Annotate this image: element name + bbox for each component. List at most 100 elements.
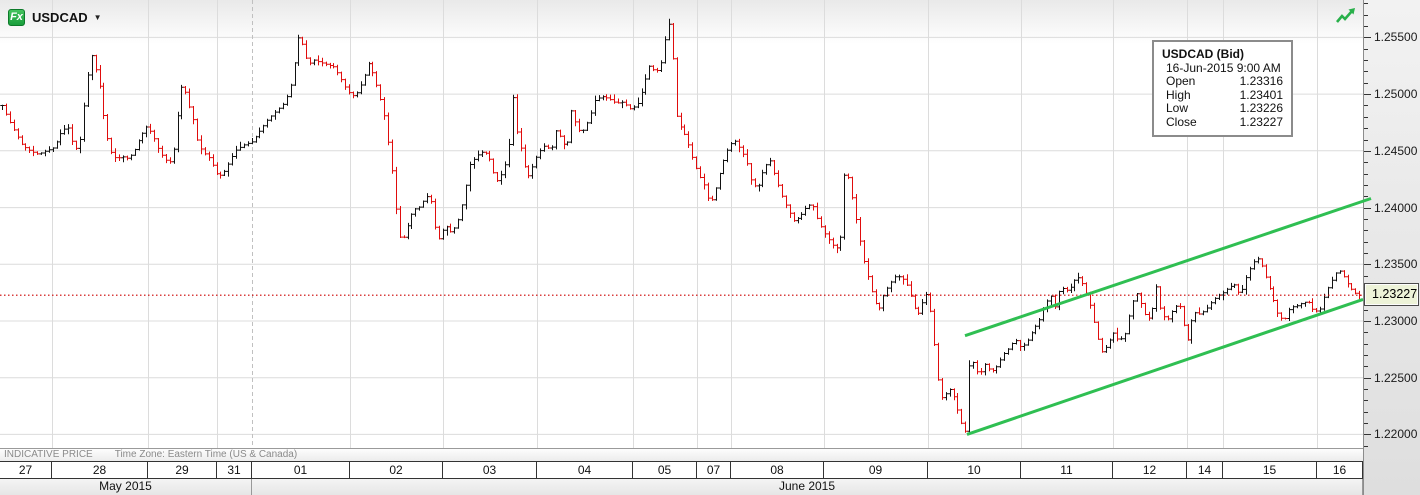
trend-channel-upper-line[interactable] (964, 197, 1372, 338)
price-axis-tick (1364, 446, 1368, 447)
trend-channel-lower-line[interactable] (966, 297, 1364, 436)
price-axis-tick (1364, 105, 1368, 106)
price-axis-tick (1364, 253, 1368, 254)
price-axis-label: 1.24000 (1374, 201, 1418, 215)
price-axis-tick (1364, 3, 1368, 4)
month-axis: May 2015 June 2015 (0, 479, 1363, 495)
down-bars (4, 23, 1362, 433)
trend-arrow-icon (1336, 8, 1355, 23)
timezone-note: Time Zone: Eastern Time (US & Canada) (114, 449, 298, 460)
expand-chart-button[interactable] (1333, 5, 1359, 29)
date-cell: 07 (697, 462, 731, 478)
dropdown-caret-icon: ▼ (93, 12, 102, 22)
date-cell: 10 (928, 462, 1021, 478)
price-axis-tick (1364, 412, 1368, 413)
price-axis-tick (1364, 219, 1368, 220)
date-cell: 28 (52, 462, 148, 478)
date-cell: 31 (217, 462, 252, 478)
date-cell: 09 (824, 462, 928, 478)
price-axis-label: 1.24500 (1374, 144, 1418, 158)
price-axis-tick (1364, 71, 1368, 72)
price-axis-tick (1364, 344, 1368, 345)
date-cell: 14 (1187, 462, 1223, 478)
tooltip-row-label: Open (1166, 74, 1196, 88)
price-axis-tick (1364, 185, 1368, 186)
date-cell: 04 (537, 462, 633, 478)
symbol-selector[interactable]: Fx USDCAD ▼ (8, 7, 102, 27)
price-axis-tick (1364, 366, 1368, 367)
price-axis-tick (1364, 434, 1371, 435)
date-cell: 16 (1317, 462, 1363, 478)
date-cell: 12 (1113, 462, 1187, 478)
month-cell: June 2015 (252, 479, 1363, 495)
ohlc-tooltip: USDCAD (Bid) 16-Jun-2015 9:00 AM Open 1.2… (1152, 40, 1293, 137)
fx-logo-icon: Fx (8, 8, 25, 26)
price-axis-tick (1364, 49, 1368, 50)
price-axis-label: 1.23500 (1374, 257, 1418, 271)
price-axis-tick (1364, 332, 1368, 333)
price-axis-label: 1.25000 (1374, 87, 1418, 101)
date-cell: 02 (350, 462, 443, 478)
price-axis-tick (1364, 378, 1371, 379)
date-cell: 11 (1021, 462, 1113, 478)
price-axis-tick (1364, 264, 1371, 265)
price-axis-tick (1364, 310, 1368, 311)
price-axis-tick (1364, 128, 1368, 129)
price-axis-tick (1364, 26, 1368, 27)
price-axis-tick (1364, 37, 1371, 38)
price-axis-label: 1.23000 (1374, 314, 1418, 328)
tooltip-row-value: 1.23227 (1239, 114, 1283, 129)
footnote-row: INDICATIVE PRICE Time Zone: Eastern Time … (0, 448, 1363, 461)
price-axis-tick (1364, 230, 1368, 231)
tooltip-row-value: 1.23401 (1239, 87, 1283, 102)
symbol-label: USDCAD (32, 9, 88, 25)
price-axis-tick (1364, 117, 1368, 118)
date-cell: 27 (0, 462, 52, 478)
tooltip-row: High 1.23401 (1162, 87, 1283, 103)
tooltip-row-label: High (1166, 87, 1191, 102)
date-cell: 03 (443, 462, 537, 478)
up-bars (0, 18, 1343, 433)
price-axis-label: 1.22500 (1374, 371, 1418, 385)
price-axis[interactable]: 1.25500 1.25000 1.24500 1.24000 1.23500 1.230… (1363, 0, 1420, 495)
price-axis-tick (1364, 400, 1368, 401)
date-cell: 05 (633, 462, 697, 478)
price-axis-tick (1364, 15, 1368, 16)
tooltip-row-label: Low (1166, 101, 1189, 115)
price-axis-tick (1364, 174, 1368, 175)
tooltip-title: USDCAD (Bid) (1162, 47, 1244, 61)
tooltip-row-value: 1.23316 (1239, 74, 1283, 88)
tooltip-ohlc-rows: Open 1.23316 High 1.23401 Low 1.23226 Close 1.2… (1162, 74, 1283, 130)
price-chart-canvas[interactable] (0, 0, 1372, 448)
price-axis-tick (1364, 389, 1368, 390)
price-axis-tick (1364, 83, 1368, 84)
current-price-tag: 1.23227 (1364, 283, 1419, 306)
price-axis-tick (1364, 423, 1368, 424)
price-axis-tick (1364, 140, 1368, 141)
price-axis-tick (1364, 60, 1368, 61)
price-axis-label: 1.22000 (1374, 427, 1418, 441)
price-axis-label: 1.25500 (1374, 30, 1418, 44)
date-cell: 01 (252, 462, 350, 478)
date-cell: 29 (148, 462, 217, 478)
tooltip-row-value: 1.23226 (1239, 101, 1283, 115)
top-gradient (0, 0, 1420, 44)
tooltip-row: Open 1.23316 (1162, 74, 1283, 89)
price-axis-tick (1364, 242, 1368, 243)
date-cell: 15 (1223, 462, 1317, 478)
month-cell: May 2015 (0, 479, 252, 495)
indicative-price-note: INDICATIVE PRICE (4, 449, 93, 460)
price-axis-tick (1364, 94, 1371, 95)
tooltip-datetime: 16-Jun-2015 9:00 AM (1166, 61, 1281, 75)
date-cell: 08 (731, 462, 824, 478)
time-axis[interactable]: 27 28 29 31 01 02 03 04 05 07 08 09 10 11 12 14 15 16 (0, 461, 1363, 479)
tooltip-row-label: Close (1166, 114, 1197, 129)
price-axis-tick (1364, 196, 1368, 197)
tooltip-row: Low 1.23226 (1162, 101, 1283, 116)
price-axis-tick (1364, 276, 1368, 277)
price-axis-tick (1364, 151, 1371, 152)
price-axis-tick (1364, 355, 1368, 356)
price-axis-tick (1364, 321, 1371, 322)
price-axis-tick (1364, 162, 1368, 163)
tooltip-row: Close 1.23227 (1162, 114, 1283, 130)
